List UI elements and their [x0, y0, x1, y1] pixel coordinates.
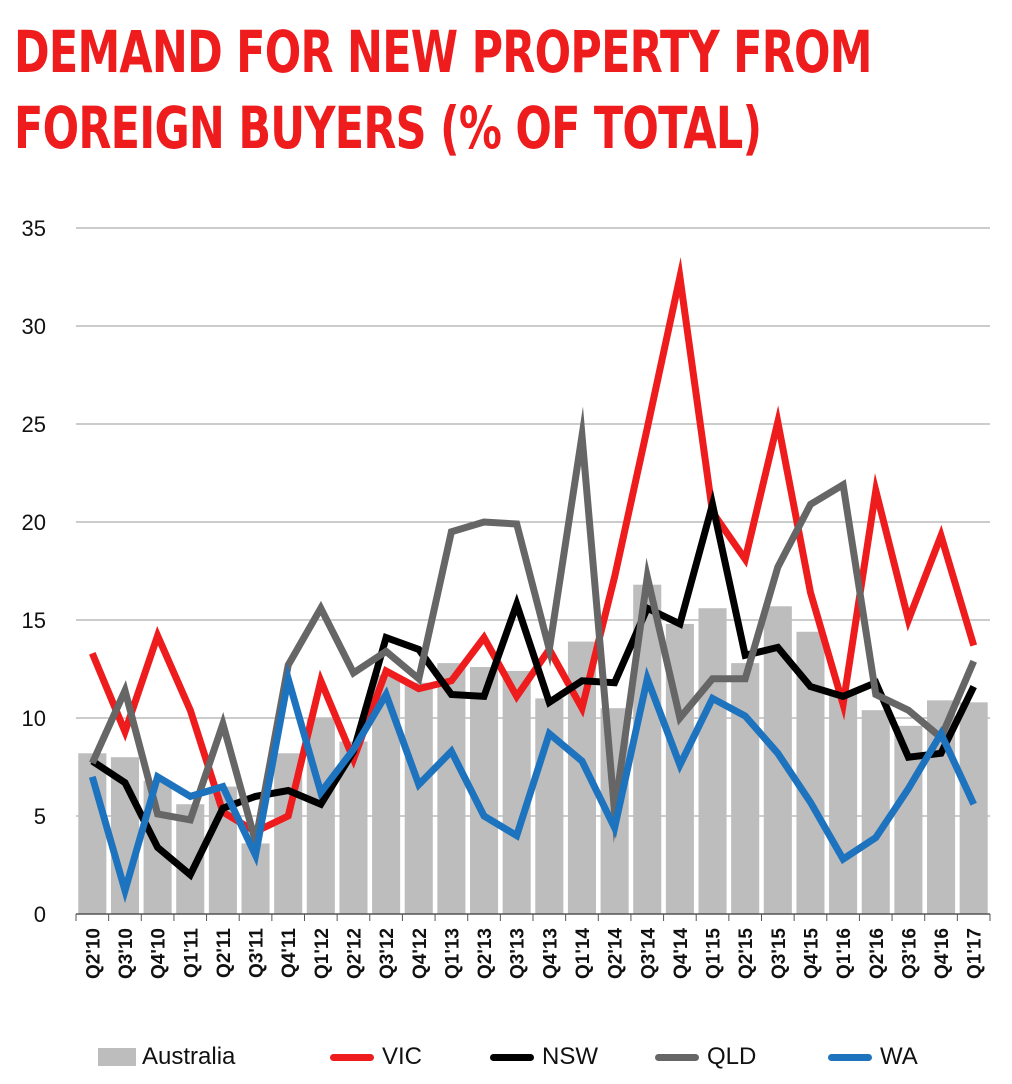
legend-swatch — [655, 1053, 699, 1061]
legend-item-wa: WA — [828, 1040, 918, 1074]
x-tick-label: Q4'11 — [279, 928, 300, 978]
x-tick-label: Q1'16 — [834, 928, 855, 979]
bar-australia — [731, 663, 760, 914]
x-tick-label: Q1'12 — [312, 928, 333, 979]
legend-label: QLD — [707, 1043, 757, 1070]
x-tick-label: Q1'14 — [573, 928, 594, 979]
y-tick-label-35: 35 — [22, 216, 46, 241]
legend-item-qld: QLD — [655, 1040, 756, 1074]
x-tick-label: Q1'11 — [181, 928, 202, 978]
bar-australia — [437, 663, 466, 914]
x-tick-label: Q2'12 — [344, 928, 365, 979]
y-tick-label-25: 25 — [22, 412, 46, 437]
bar-australia — [502, 670, 531, 914]
chart-legend: Australia VIC NSW QLD WA — [0, 1036, 1012, 1080]
x-axis: Q2'10 Q3'10 Q4'10 Q1'11 Q2'11 Q3'11 Q4'11 Q1'12… — [75, 913, 991, 979]
bar-australia — [959, 702, 988, 914]
x-tick-label: Q3'11 — [247, 928, 268, 978]
x-tick-label: Q4'12 — [410, 928, 431, 979]
y-tick-label-20: 20 — [22, 510, 46, 535]
bar-australia — [698, 608, 727, 914]
x-tick-label: Q3'15 — [769, 928, 790, 979]
legend-item-nsw: NSW — [490, 1040, 598, 1074]
x-tick-label: Q3'14 — [638, 928, 659, 979]
bar-australia — [861, 710, 890, 914]
x-tick-label: Q3'12 — [377, 928, 398, 979]
y-tick-label-15: 15 — [22, 608, 46, 633]
chart-title-line-2: FOREIGN BUYERS (% OF TOTAL) — [14, 94, 762, 162]
legend-item-australia: Australia — [98, 1040, 235, 1074]
y-axis: 0 5 10 15 20 25 30 35 — [22, 216, 46, 927]
y-tick-label-5: 5 — [34, 804, 46, 829]
x-tick-label: Q1'15 — [704, 928, 725, 979]
y-tick-label-30: 30 — [22, 314, 46, 339]
line-nsw — [90, 489, 977, 881]
x-tick-label: Q4'14 — [671, 928, 692, 979]
legend-label: WA — [880, 1043, 918, 1070]
x-tick-label: Q3'10 — [116, 928, 137, 979]
x-tick-label: Q2'16 — [867, 928, 888, 979]
x-tick-label: Q2'14 — [606, 928, 627, 979]
x-tick-label: Q3'16 — [899, 928, 920, 979]
legend-swatch — [828, 1053, 872, 1061]
legend-swatch — [98, 1048, 136, 1066]
y-tick-label-0: 0 — [34, 902, 46, 927]
legend-item-vic: VIC — [330, 1040, 422, 1074]
legend-swatch — [330, 1053, 374, 1061]
x-tick-label: Q2'10 — [83, 928, 104, 979]
x-tick-label: Q2'15 — [736, 928, 757, 979]
x-tick-label: Q1'17 — [965, 928, 986, 979]
chart-title-line-1: DEMAND FOR NEW PROPERTY FROM — [14, 18, 872, 86]
legend-label: Australia — [142, 1043, 236, 1070]
line-qld — [89, 406, 977, 858]
x-tick-label: Q1'13 — [442, 928, 463, 979]
x-tick-label: Q4'16 — [932, 928, 953, 979]
legend-label: NSW — [542, 1043, 598, 1070]
chart-svg: 0 5 10 15 20 25 30 35 Q2'10 Q3'10 Q4'10 Q1'11 Q2'11… — [22, 216, 991, 979]
x-tick-label: Q4'10 — [149, 928, 170, 979]
x-tick-label: Q3'13 — [508, 928, 529, 979]
x-tick-label: Q2'13 — [475, 928, 496, 979]
australia-bars — [78, 584, 988, 914]
y-tick-label-10: 10 — [22, 706, 46, 731]
chart-title: DEMAND FOR NEW PROPERTY FROM FOREIGN BUY… — [14, 14, 872, 166]
x-tick-label: Q2'11 — [214, 928, 235, 978]
bar-australia — [829, 690, 858, 914]
x-tick-label: Q4'13 — [540, 928, 561, 979]
line-wa — [88, 663, 977, 904]
legend-swatch — [490, 1053, 534, 1061]
bar-australia — [404, 682, 433, 914]
series-lines — [88, 256, 978, 904]
x-tick-label: Q4'15 — [801, 928, 822, 979]
legend-label: VIC — [382, 1043, 423, 1070]
